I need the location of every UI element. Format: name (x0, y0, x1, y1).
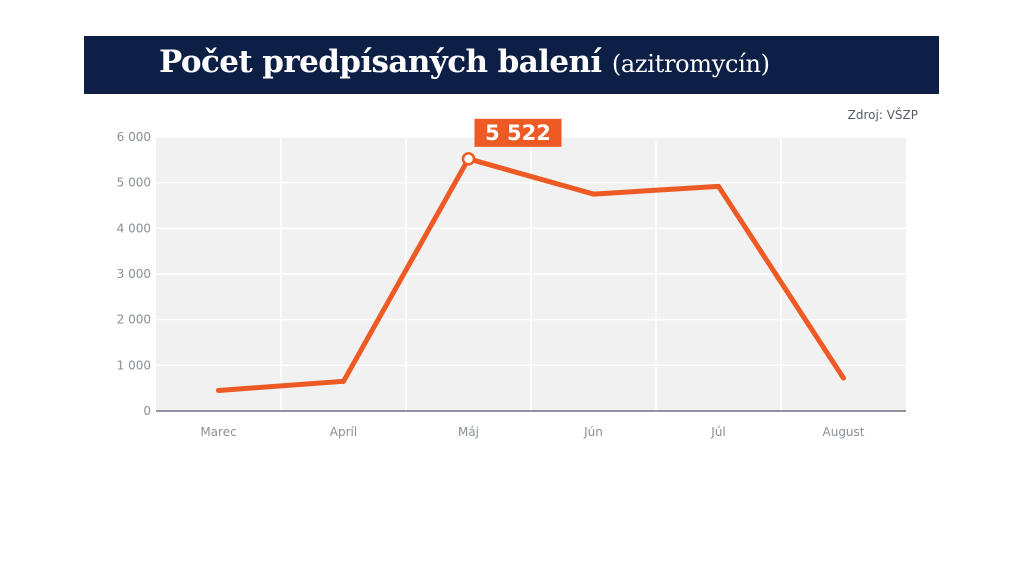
y-tick-label: 5 000 (117, 176, 151, 190)
x-tick-label: Júl (710, 425, 725, 439)
data-point (341, 378, 346, 384)
chart-title-subtitle: (azitromycín) (611, 50, 770, 78)
data-point (591, 191, 596, 197)
series-line (218, 156, 846, 393)
peak-callout: 5 522 (461, 118, 562, 166)
y-tick-label: 3 000 (117, 267, 151, 281)
chart-title: Počet predpísaných balení (azitromycín) (159, 44, 770, 80)
callout-box (474, 118, 562, 147)
y-tick-label: 2 000 (117, 313, 151, 327)
x-tick-label: Apríl (330, 425, 357, 439)
x-tick-label: Máj (458, 425, 479, 439)
source-label: Zdroj: VŠZP (847, 108, 918, 122)
x-axis-ticks: Marec Apríl Máj Jún Júl August (200, 425, 864, 439)
data-point (716, 183, 721, 189)
y-axis-ticks: 0 1 000 2 000 3 000 4 000 5 000 6 000 (117, 130, 151, 418)
x-tick-label: Jún (583, 425, 603, 439)
data-point (216, 387, 221, 393)
x-tick-label: Marec (200, 425, 236, 439)
y-tick-label: 4 000 (117, 221, 151, 235)
title-bar (84, 36, 939, 94)
callout-label: 5 522 (485, 121, 551, 145)
data-point (841, 375, 846, 381)
y-tick-label: 6 000 (117, 130, 151, 144)
chart-title-main: Počet predpísaných balení (159, 44, 602, 80)
y-tick-label: 0 (143, 404, 151, 418)
peak-marker (461, 152, 476, 166)
x-tick-label: August (823, 425, 865, 439)
y-tick-label: 1 000 (117, 358, 151, 372)
